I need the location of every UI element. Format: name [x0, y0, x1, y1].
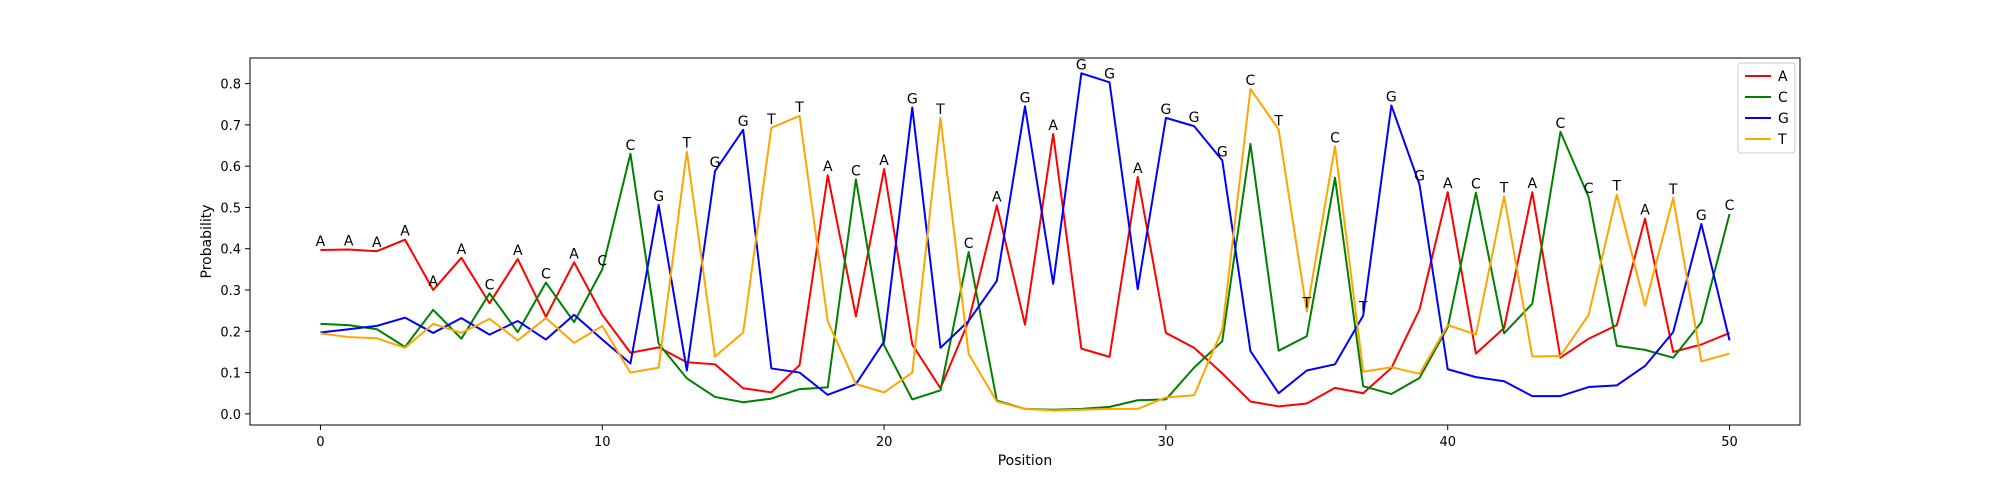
consensus-label: A	[1527, 176, 1537, 192]
x-tick-label: 50	[1721, 435, 1738, 450]
consensus-label: G	[710, 155, 721, 171]
consensus-label: A	[316, 234, 326, 250]
consensus-label: C	[1471, 177, 1481, 193]
consensus-label: C	[541, 267, 551, 283]
plot-frame	[249, 57, 1801, 426]
consensus-label: T	[1358, 300, 1368, 316]
consensus-label: C	[1246, 73, 1256, 89]
consensus-label: A	[1640, 203, 1650, 219]
consensus-label: G	[1104, 66, 1115, 82]
consensus-label: G	[1414, 169, 1425, 185]
legend-frame	[1737, 62, 1796, 154]
y-tick-label: 0.2	[220, 325, 241, 340]
y-tick-label: 0.4	[220, 243, 241, 258]
consensus-label: C	[485, 277, 495, 293]
consensus-label: T	[1668, 182, 1678, 198]
consensus-label: T	[1302, 295, 1312, 311]
consensus-label: G	[653, 189, 664, 205]
consensus-label: G	[1189, 110, 1200, 126]
y-tick-label: 0.6	[220, 160, 241, 175]
consensus-label: G	[1160, 102, 1171, 118]
consensus-label: T	[935, 102, 945, 118]
consensus-label: A	[1048, 118, 1058, 134]
consensus-label: T	[1499, 180, 1509, 196]
x-axis-label: Position	[998, 453, 1053, 469]
consensus-label: C	[1330, 130, 1340, 146]
consensus-label: T	[766, 112, 776, 128]
consensus-label: A	[344, 234, 354, 250]
consensus-label: A	[428, 274, 438, 290]
plot-area	[250, 58, 1800, 425]
consensus-label: G	[907, 92, 918, 108]
consensus-label: G	[1217, 144, 1228, 160]
consensus-label: G	[738, 114, 749, 130]
consensus-label: A	[1443, 176, 1453, 192]
legend-label-c: C	[1778, 90, 1788, 106]
x-tick-label: 20	[876, 435, 893, 450]
x-tick-label: 10	[594, 435, 611, 450]
consensus-label: A	[457, 242, 467, 258]
consensus-label: C	[851, 163, 861, 179]
consensus-label: T	[682, 136, 692, 152]
x-tick-label: 30	[1158, 435, 1175, 450]
consensus-labels: A A A A A A C A C A C C G T G G T T A C A G T C A G A G G A G G G C T T C T G G…	[316, 57, 1735, 315]
consensus-label: T	[1273, 113, 1283, 129]
series-lines	[320, 72, 1731, 412]
consensus-label: G	[1386, 89, 1397, 105]
consensus-label: T	[1612, 179, 1622, 195]
x-tick-label: 40	[1439, 435, 1456, 450]
consensus-label: G	[1696, 208, 1707, 224]
y-tick-label: 0.8	[220, 78, 241, 93]
consensus-label: A	[1133, 161, 1143, 177]
consensus-label: C	[1556, 116, 1566, 132]
series-line-g	[320, 72, 1731, 398]
consensus-label: C	[1584, 181, 1594, 197]
y-tick-label: 0.1	[220, 367, 241, 382]
consensus-label: A	[992, 189, 1002, 205]
series-line-t	[320, 87, 1730, 412]
x-tick-label: 0	[316, 435, 324, 450]
consensus-label: A	[823, 159, 833, 175]
consensus-label: C	[626, 138, 636, 154]
y-tick-label: 0.3	[220, 284, 241, 299]
y-tick-label: 0.0	[220, 408, 241, 423]
consensus-label: A	[513, 243, 523, 259]
consensus-label: G	[1020, 90, 1031, 106]
y-axis-label: Probability	[199, 204, 215, 278]
y-tick-label: 0.5	[220, 201, 241, 216]
series-line-a	[320, 132, 1730, 408]
consensus-label: A	[372, 235, 382, 251]
consensus-label: C	[964, 236, 974, 252]
consensus-label: C	[1725, 198, 1735, 214]
y-tick-label: 0.7	[220, 119, 241, 134]
y-axis-ticks: 0.0 0.1 0.2 0.3 0.4 0.5 0.6 0.7 0.8	[220, 78, 250, 423]
consensus-label: A	[400, 224, 410, 240]
legend-label-t: T	[1777, 132, 1787, 148]
consensus-label: G	[1076, 57, 1087, 73]
consensus-label: T	[794, 100, 804, 116]
consensus-label: C	[597, 253, 607, 269]
x-axis-ticks: 0 10 20 30 40 50	[316, 425, 1738, 450]
consensus-label: A	[569, 246, 579, 262]
legend-label-a: A	[1778, 69, 1788, 85]
consensus-label: A	[879, 153, 889, 169]
legend-label-g: G	[1778, 111, 1789, 127]
